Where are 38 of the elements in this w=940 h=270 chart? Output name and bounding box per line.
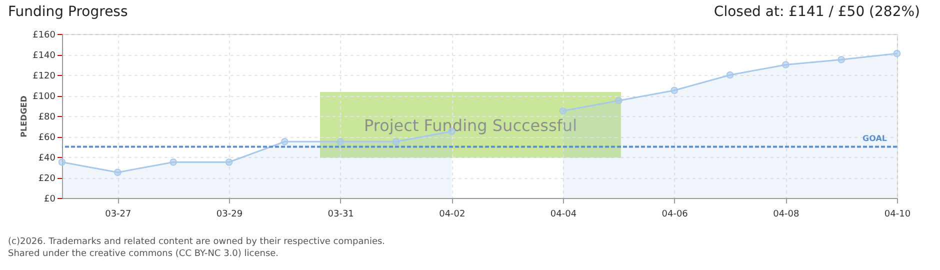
y-axis-title: PLEDGED [20,95,29,138]
y-tick-label: £60 [38,133,56,143]
y-tick-label: £40 [38,154,56,164]
y-tick-label: £160 [32,30,56,40]
point [670,86,678,94]
x-tick-label: 04-02 [439,210,466,220]
x-tick-label: 04-04 [550,210,577,220]
point [615,96,622,104]
point [782,61,790,68]
point [114,168,122,176]
point [58,158,66,166]
point [838,56,845,64]
y-tick-label: £0 [44,194,56,204]
y-tick-label: £100 [32,92,56,102]
point [281,138,288,146]
ref-line-label: GOAL [862,134,887,143]
y-tick-label: £120 [32,72,56,82]
point [559,107,567,115]
x-tick-label: 04-10 [884,210,911,220]
point [392,138,400,146]
point [336,138,344,146]
point [225,158,233,166]
y-tick-label: £140 [32,51,56,61]
text: Shared under the creative commons (CC BY-NC 3.0) license. [8,248,280,260]
point [893,50,901,58]
success-banner: Project Funding Successful [320,92,621,158]
x-tick-label: 03-27 [105,210,132,220]
x-tick-label: 03-31 [328,210,354,220]
x-tick-label: 04-06 [662,210,688,220]
x-tick-label: 03-29 [216,210,243,220]
x-tick-label: 04-08 [773,210,800,220]
chart-subtitle: Closed at: £141 / £50 (282%) [714,4,920,22]
y-tick-label: £20 [38,174,56,184]
y-tick-label: £80 [38,112,56,122]
point [726,71,734,79]
text: (c)2026. Trademarks and related content are owned by their respective companies. [8,236,386,248]
point [170,158,177,166]
chart-title: Funding Progress [8,4,128,22]
